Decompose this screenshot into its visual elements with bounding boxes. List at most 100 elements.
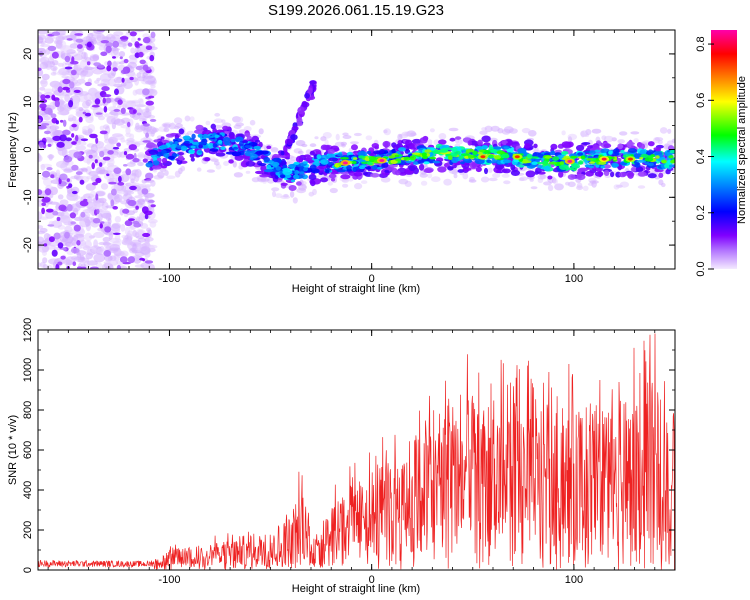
spectral-cell (658, 172, 664, 178)
spectral-cell (501, 168, 511, 174)
spectral-cell (137, 161, 144, 167)
spectral-cell (60, 40, 67, 50)
spectral-cell (214, 112, 221, 117)
spectral-cell (78, 116, 83, 123)
spectral-cell (299, 171, 305, 175)
spectral-cell (91, 104, 100, 108)
spectral-cell (280, 182, 288, 186)
spectral-cell (424, 149, 432, 153)
spectral-cell (618, 171, 627, 178)
figure-title: S199.2026.061.15.19.G23 (268, 2, 444, 19)
spectral-cell (576, 182, 583, 189)
spectral-cell (127, 230, 134, 237)
spectral-cell (97, 83, 108, 87)
spectral-cell (389, 163, 398, 168)
spectral-cell (232, 161, 237, 168)
spectral-cell (62, 86, 70, 91)
spectral-cell (99, 150, 105, 158)
spectral-cell (59, 134, 67, 142)
spectral-cell (84, 112, 92, 117)
spectral-cell (213, 160, 220, 166)
colorbar-tick-label: 0.0 (695, 261, 707, 276)
spectral-cell (457, 139, 463, 145)
spectral-cell (79, 200, 89, 207)
spectral-cell (72, 261, 77, 267)
spectral-cell (550, 143, 558, 150)
spectral-cell (598, 170, 603, 177)
spectral-cell (79, 72, 87, 77)
spectral-cell (613, 184, 620, 190)
spectral-cell (351, 144, 358, 151)
spectral-cell (84, 232, 93, 242)
spectral-cell (104, 242, 115, 249)
spectral-cell (189, 153, 195, 158)
spectral-cell (591, 180, 597, 188)
spectral-cell (459, 161, 465, 165)
spectral-cell (627, 172, 634, 179)
snr-ylabel: SNR (10 * v/v) (7, 415, 19, 485)
spectral-cell (63, 104, 70, 109)
spectral-cell (409, 155, 417, 161)
spectral-cell (73, 106, 83, 110)
spectral-cell (123, 164, 128, 167)
spectral-cell (309, 143, 317, 148)
spectral-cell (70, 203, 81, 212)
spectral-cell (142, 258, 146, 262)
spectral-cell (86, 41, 92, 48)
spectral-cell (72, 241, 77, 247)
spectral-cell (539, 173, 546, 180)
spectral-cell (384, 169, 390, 173)
spectral-cell (559, 161, 565, 165)
spectral-cell (119, 256, 128, 263)
spectral-cell (191, 133, 196, 140)
spectral-cell (222, 137, 231, 143)
y-tick-label: 800 (22, 401, 34, 419)
spectral-cell (196, 167, 202, 172)
spectral-cell (340, 157, 349, 160)
spectral-cell (94, 159, 98, 164)
spectral-cell (427, 173, 433, 179)
spectral-cell (366, 151, 372, 154)
spectral-cell (353, 171, 363, 177)
spectral-cell (108, 136, 118, 145)
spectral-cell (581, 142, 591, 145)
spectral-cell (120, 266, 125, 269)
spectral-cell (46, 264, 53, 269)
spectral-cell (474, 158, 485, 165)
spectral-cell (122, 208, 130, 214)
spectral-cell (221, 119, 226, 124)
spectral-cell (235, 122, 245, 127)
spectral-cell (438, 133, 447, 140)
spectral-cell (85, 99, 92, 107)
spectral-cell (303, 167, 308, 172)
spectral-cell (145, 100, 154, 106)
snr-series-line (38, 333, 675, 570)
spectral-cell (309, 179, 314, 184)
spectral-cell (95, 177, 102, 184)
spectral-cell (382, 140, 391, 148)
spectral-cell (114, 216, 122, 223)
spectral-cell (401, 131, 411, 137)
spectral-cell (59, 173, 68, 181)
spectral-cell (132, 158, 140, 163)
spectral-cell (293, 174, 300, 180)
spectral-cell (104, 61, 109, 66)
spectral-cell (118, 175, 122, 183)
spectral-cell (144, 192, 155, 199)
spectral-cell (352, 157, 358, 160)
spectral-cell (84, 65, 89, 74)
spectral-cell (503, 146, 510, 150)
spectral-cell (84, 81, 92, 87)
spectral-cell (518, 164, 525, 168)
spectral-cell (530, 156, 539, 159)
spectral-cell (111, 122, 116, 130)
spectral-cell (363, 171, 368, 176)
spectral-cell (39, 86, 46, 91)
spectral-cell (94, 98, 101, 105)
spectral-cell (589, 161, 596, 164)
spectral-cell (120, 137, 125, 143)
spectral-cell (69, 81, 75, 89)
